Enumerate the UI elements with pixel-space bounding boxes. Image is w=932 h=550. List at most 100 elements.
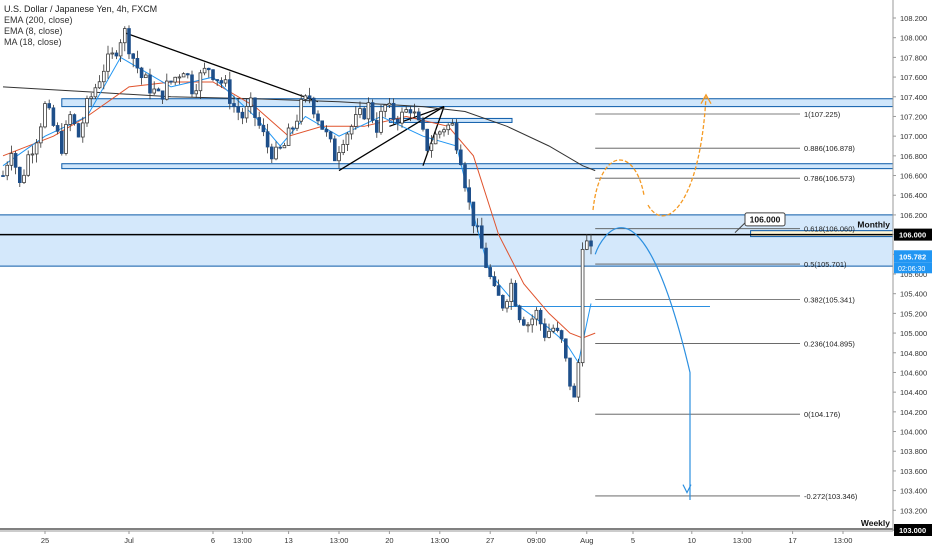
candle-body xyxy=(164,80,169,100)
candle-body xyxy=(467,187,471,203)
price-tick-label: 104.600 xyxy=(900,368,927,377)
candle-body xyxy=(543,323,547,338)
candle-body xyxy=(219,80,224,84)
candle-body xyxy=(408,109,413,114)
candle-body xyxy=(311,97,316,115)
candle-body xyxy=(505,301,509,309)
price-tick-label: 104.000 xyxy=(900,428,927,437)
candle-body xyxy=(295,120,299,129)
candle-body xyxy=(484,247,488,268)
trendline-top xyxy=(124,32,319,103)
zones-layer: Monthly Weekly xyxy=(0,98,894,530)
candle-body xyxy=(437,131,442,135)
candle-body xyxy=(555,327,560,331)
time-tick-label: 13:00 xyxy=(834,536,853,545)
candle-body xyxy=(185,73,190,76)
symbol-title[interactable]: U.S. Dollar / Japanese Yen, 4h, FXCM xyxy=(4,4,158,14)
candle-body xyxy=(370,102,375,121)
fib-label: 0.886(106.878) xyxy=(804,144,855,153)
candle-body xyxy=(332,138,337,162)
bearish-arrowhead xyxy=(682,484,692,494)
candle-body xyxy=(320,120,324,130)
indicator-ema8[interactable]: EMA (8, close) xyxy=(4,26,63,36)
time-tick-label: 17 xyxy=(788,536,796,545)
candle-body xyxy=(379,110,383,133)
candle-body xyxy=(215,79,220,81)
bottom-badge-bg xyxy=(894,524,932,536)
price-tick-label: 105.600 xyxy=(900,270,927,279)
candle-body xyxy=(395,118,400,124)
price-tick-label: 107.600 xyxy=(900,73,927,82)
candle-body xyxy=(429,143,434,151)
fib-label: 0.618(106.060) xyxy=(804,225,855,234)
time-tick-label: 13:00 xyxy=(733,536,752,545)
time-tick-label: 6 xyxy=(211,536,215,545)
candle-body xyxy=(383,104,387,112)
price-tick-label: 106.400 xyxy=(900,191,927,200)
indicator-ema200[interactable]: EMA (200, close) xyxy=(4,15,73,25)
price-axis[interactable]: 108.200 108.000 107.800 107.600 107.400 107.2… xyxy=(892,0,932,550)
candle-body xyxy=(55,125,60,132)
bullish-rally xyxy=(647,96,707,217)
candle-body xyxy=(123,28,127,44)
candle-body xyxy=(425,128,429,151)
candle-body xyxy=(173,76,178,83)
time-tick-label: Jul xyxy=(124,536,134,545)
candle-body xyxy=(236,106,241,113)
time-tick-label: 25 xyxy=(41,536,49,545)
candle-body xyxy=(442,129,446,133)
candle-body xyxy=(17,166,22,183)
candle-body xyxy=(190,74,194,95)
candle-body xyxy=(500,294,505,309)
candle-body xyxy=(9,153,14,166)
candle-body xyxy=(572,385,576,398)
time-tick-label: Aug xyxy=(580,536,593,545)
candles-layer xyxy=(1,25,593,402)
candle-body xyxy=(118,42,123,57)
price-tick-label: 103.600 xyxy=(900,467,927,476)
projection-arrows: 106.000 xyxy=(592,93,786,500)
candle-body xyxy=(143,74,148,79)
candle-body xyxy=(341,144,345,154)
candle-body xyxy=(269,146,274,160)
candle-body xyxy=(5,164,10,177)
callout-pointer xyxy=(734,222,746,234)
candle-body xyxy=(564,338,568,359)
price-tick-label: 108.000 xyxy=(900,34,927,43)
price-tick-label: 103.400 xyxy=(900,487,927,496)
candle-body xyxy=(290,127,295,130)
candle-body xyxy=(76,123,81,138)
candle-body xyxy=(139,67,144,79)
candle-body xyxy=(30,153,35,156)
candle-body xyxy=(526,324,530,327)
candle-body xyxy=(177,76,182,79)
candle-body xyxy=(60,130,64,154)
candle-body xyxy=(576,362,581,398)
candle-body xyxy=(43,103,47,128)
candle-body xyxy=(530,318,534,326)
candle-body xyxy=(349,126,354,135)
indicator-ma18[interactable]: MA (18, close) xyxy=(4,37,62,47)
candle-body xyxy=(181,73,186,78)
candle-body xyxy=(517,305,522,321)
candle-body xyxy=(454,123,459,151)
candle-body xyxy=(496,285,501,296)
candle-body xyxy=(261,124,266,133)
price-tick-label: 107.000 xyxy=(900,132,927,141)
level-callout-text: 106.000 xyxy=(750,214,781,224)
candle-body xyxy=(72,114,77,124)
time-tick-label: 13:00 xyxy=(430,536,449,545)
candle-body xyxy=(64,124,68,154)
candle-body xyxy=(488,267,492,278)
time-axis[interactable]: 25 Jul 6 13:00 13 13:00 20 13:00 27 09:00 Aug 5 10 13… xyxy=(0,530,893,545)
weekly-label: Weekly xyxy=(861,518,890,528)
candle-body xyxy=(387,102,392,106)
candle-body xyxy=(240,111,245,119)
candle-body xyxy=(345,133,350,145)
candle-body xyxy=(366,102,371,120)
candle-body xyxy=(131,53,136,59)
candle-body xyxy=(39,126,43,144)
countdown-bg xyxy=(894,262,932,274)
candle-body xyxy=(479,225,484,249)
